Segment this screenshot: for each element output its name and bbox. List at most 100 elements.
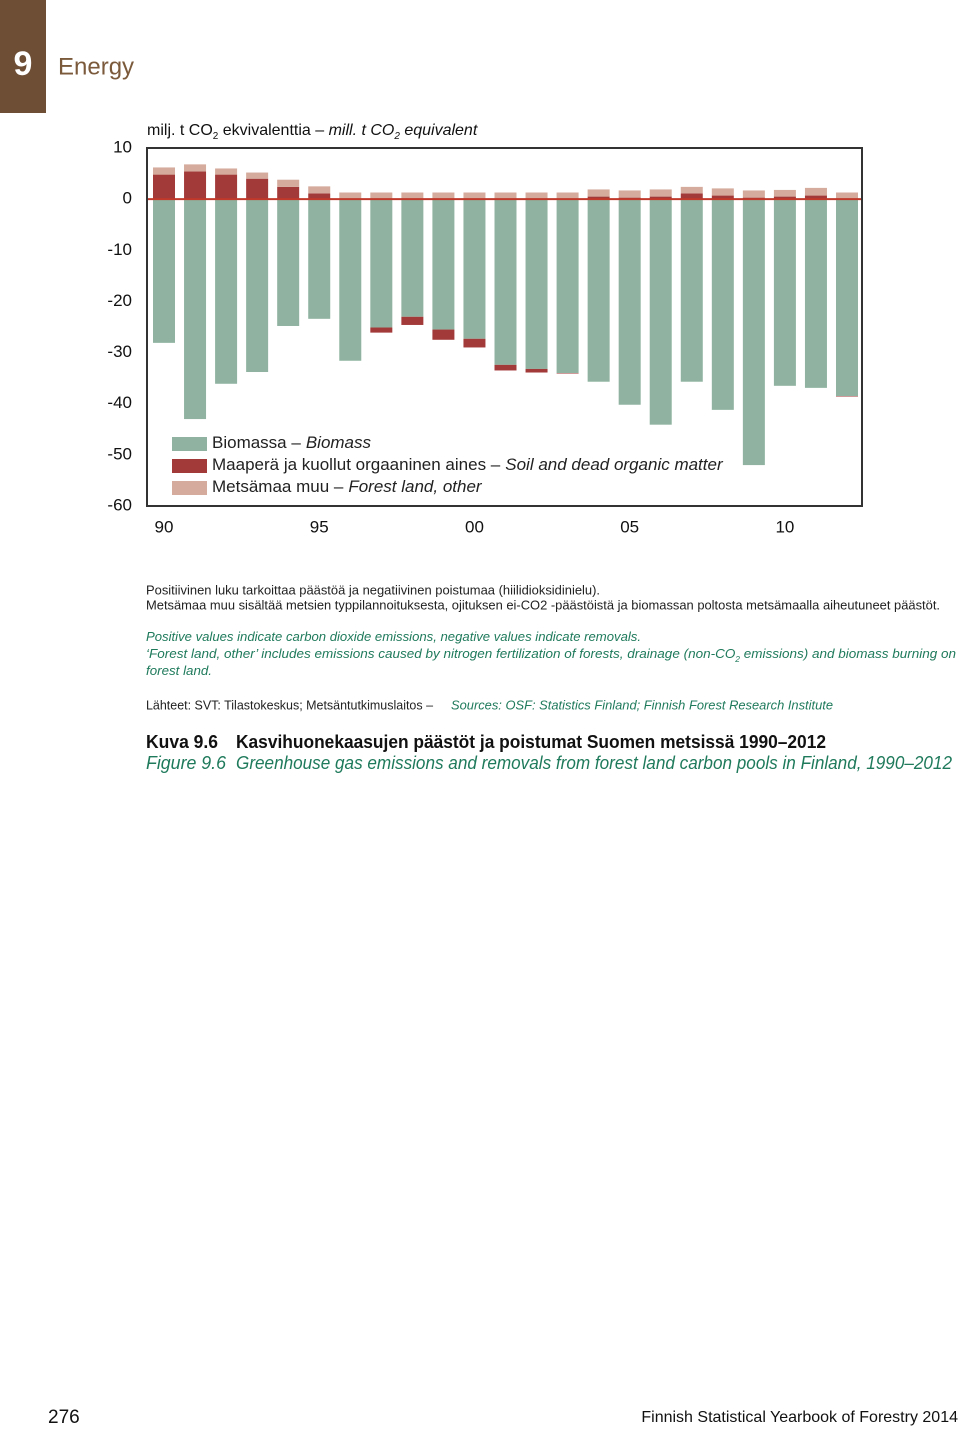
bar-segment bbox=[804, 199, 827, 388]
bar-segment bbox=[308, 193, 331, 200]
bar-segment bbox=[556, 373, 579, 374]
legend-swatch bbox=[172, 459, 207, 473]
bar-segment bbox=[494, 192, 517, 200]
bar-segment bbox=[246, 172, 269, 179]
publication-title: Finnish Statistical Yearbook of Forestry… bbox=[641, 1409, 958, 1426]
bar-segment bbox=[711, 199, 734, 410]
subscript: 2 bbox=[213, 131, 219, 142]
bar-segment bbox=[836, 192, 858, 200]
bar-segment bbox=[370, 327, 393, 333]
bar-segment bbox=[432, 329, 455, 340]
x-tick-label: 00 bbox=[465, 517, 484, 536]
y-tick-label: -60 bbox=[107, 495, 132, 514]
bar-segment bbox=[401, 316, 424, 325]
y-tick-label: 10 bbox=[113, 137, 132, 156]
bar-segment bbox=[773, 199, 796, 386]
bar-segment bbox=[246, 199, 269, 373]
sources-en: Sources: OSF: Statistics Finland; Finnis… bbox=[451, 697, 833, 712]
bar-segment bbox=[339, 199, 362, 361]
caption-label-en: Figure 9.6 bbox=[146, 753, 227, 773]
y-tick-label: -30 bbox=[107, 342, 132, 361]
legend-name-en: Biomass bbox=[306, 433, 372, 452]
caption-title-fi: Kasvihuonekaasujen päästöt ja poistumat … bbox=[236, 732, 826, 752]
y-tick-label: -10 bbox=[107, 240, 132, 259]
note-en: forest land. bbox=[146, 663, 212, 678]
bar-segment bbox=[711, 188, 734, 196]
legend-label: Metsämaa muu – Forest land, other bbox=[212, 477, 483, 496]
legend-name: Maaperä ja kuollut orgaaninen aines – bbox=[212, 455, 501, 474]
x-tick-label: 10 bbox=[775, 517, 794, 536]
y-axis-label: milj. t CO2 ekvivalenttia – mill. t CO2 … bbox=[147, 122, 478, 142]
x-tick-label: 95 bbox=[310, 517, 329, 536]
bar-segment bbox=[525, 192, 548, 200]
text-segment: Positive values indicate carbon dioxide … bbox=[146, 629, 641, 644]
bar-segment bbox=[587, 199, 610, 382]
text-segment: milj. t CO bbox=[147, 122, 213, 139]
bar-segment bbox=[804, 187, 827, 196]
note-fi: Metsämaa muu sisältää metsien typpilanno… bbox=[146, 597, 940, 612]
bar-segment bbox=[215, 174, 238, 200]
bar-segment bbox=[401, 199, 424, 317]
bar-segment bbox=[277, 186, 300, 200]
bar-segment bbox=[556, 192, 579, 200]
bar-segment bbox=[742, 190, 765, 198]
bar-segment bbox=[153, 174, 175, 200]
legend-swatch bbox=[172, 437, 207, 451]
bar-segment bbox=[618, 190, 641, 198]
subscript: 2 bbox=[734, 655, 740, 664]
caption-label-fi: Kuva 9.6 bbox=[146, 732, 218, 752]
y-tick-label: -40 bbox=[107, 393, 132, 412]
text-segment: equivalent bbox=[400, 122, 478, 139]
y-tick-label: -50 bbox=[107, 444, 132, 463]
bar-segment bbox=[153, 199, 175, 343]
legend-name-en: Soil and dead organic matter bbox=[505, 455, 724, 474]
x-tick-label: 05 bbox=[620, 517, 639, 536]
subscript: 2 bbox=[393, 131, 400, 142]
bar-segment bbox=[525, 368, 548, 373]
bar-segment bbox=[836, 199, 858, 397]
bar-segment bbox=[494, 364, 517, 371]
text-segment: emissions) and biomass burning on bbox=[740, 646, 956, 661]
bar-segment bbox=[742, 199, 765, 466]
page-number: 276 bbox=[48, 1407, 80, 1428]
bar-segment bbox=[587, 189, 610, 197]
bar-segment bbox=[277, 199, 300, 326]
bar-segment bbox=[215, 168, 238, 175]
text-segment: mill. t CO bbox=[329, 122, 395, 139]
y-tick-label: -20 bbox=[107, 291, 132, 310]
x-tick-label: 90 bbox=[155, 517, 174, 536]
bar-segment bbox=[587, 196, 610, 200]
legend-name: Biomassa – bbox=[212, 433, 301, 452]
bar-segment bbox=[308, 199, 331, 319]
bar-segment bbox=[680, 186, 703, 194]
legend-label: Biomassa – Biomass bbox=[212, 433, 372, 452]
bar-segment bbox=[184, 171, 207, 200]
bar-segment bbox=[773, 189, 796, 197]
note-en: Positive values indicate carbon dioxide … bbox=[146, 629, 641, 644]
bar-segment bbox=[556, 199, 579, 374]
bar-segment bbox=[370, 199, 393, 328]
section-title: Energy bbox=[58, 53, 134, 80]
bar-segment bbox=[680, 193, 703, 200]
caption-title-en: Greenhouse gas emissions and removals fr… bbox=[236, 753, 952, 773]
note-en: ‘Forest land, other’ includes emissions … bbox=[146, 646, 956, 663]
legend-name-en: Forest land, other bbox=[348, 477, 483, 496]
bar-segment bbox=[184, 199, 207, 420]
bar-segment bbox=[649, 189, 672, 197]
bar-segment bbox=[711, 195, 734, 200]
bar-segment bbox=[463, 199, 486, 339]
chapter-number: 9 bbox=[14, 45, 33, 83]
bar-segment bbox=[432, 192, 455, 200]
bar-segment bbox=[463, 338, 486, 348]
bar-segment bbox=[649, 199, 672, 425]
bar-segment bbox=[804, 195, 827, 200]
legend-swatch bbox=[172, 481, 207, 495]
chapter-tab bbox=[0, 0, 46, 113]
bar-segment bbox=[618, 199, 641, 405]
note-fi: Positiivinen luku tarkoittaa päästöä ja … bbox=[146, 582, 600, 597]
bar-segment bbox=[836, 396, 858, 397]
bar-segment bbox=[246, 178, 269, 200]
bar-segment bbox=[649, 196, 672, 200]
